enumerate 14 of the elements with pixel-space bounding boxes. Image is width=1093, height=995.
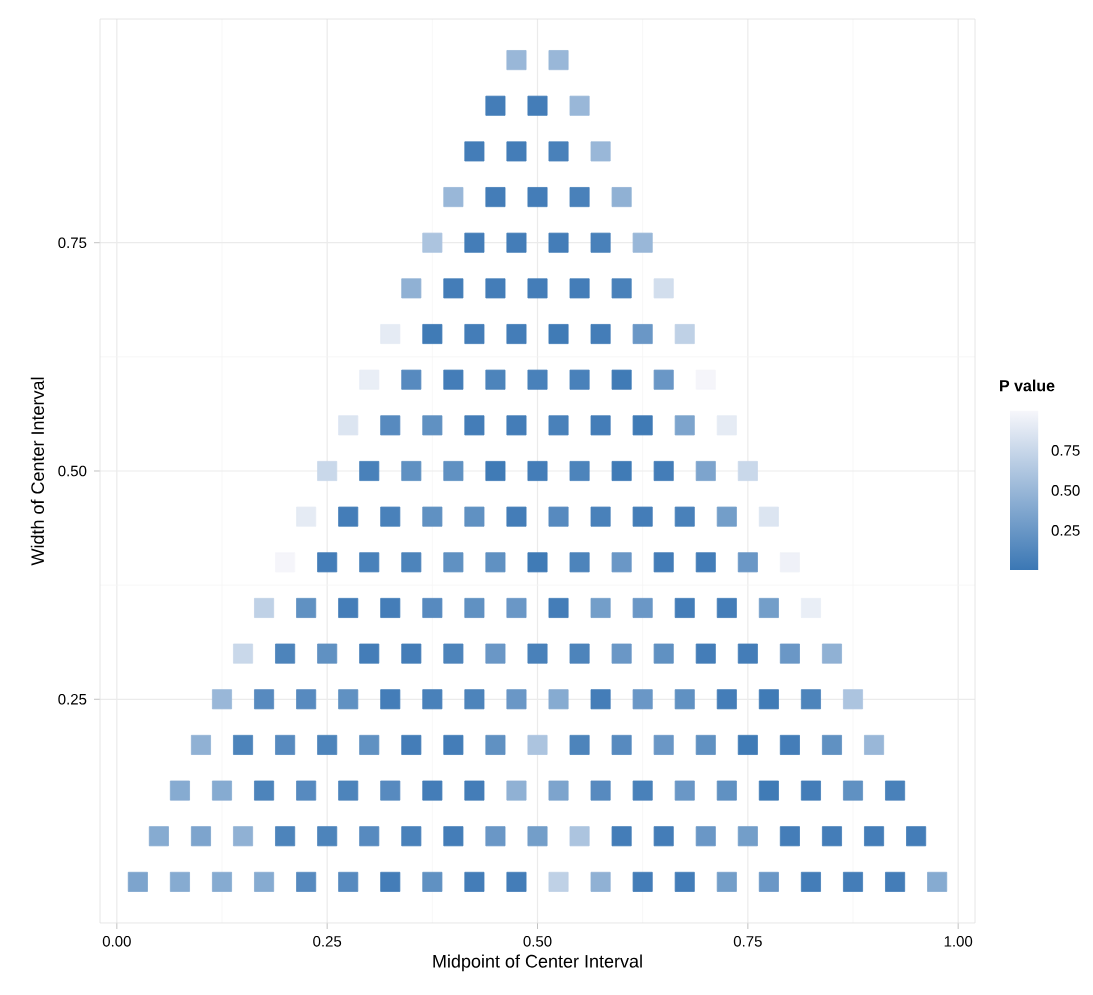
y-tick-label: 0.50 — [58, 465, 87, 477]
x-tick-label: 0.00 — [102, 936, 131, 947]
color-bar-label: 0.75 — [1051, 445, 1080, 456]
color-bar-label: 0.25 — [1051, 525, 1080, 536]
color-bar-label: 0.50 — [1051, 485, 1080, 496]
x-tick-label: 0.75 — [733, 936, 762, 947]
x-tick-label: 0.50 — [523, 936, 552, 947]
x-axis-title: Midpoint of Center Interval — [433, 954, 642, 972]
color-bar-title: P value — [1000, 379, 1055, 392]
y-axis-title: Width of Center Interval — [30, 377, 45, 566]
x-tick-label: 1.00 — [944, 936, 973, 947]
x-tick-label: 0.25 — [313, 936, 342, 947]
y-tick-label: 0.25 — [58, 693, 87, 705]
y-tick-label: 0.75 — [58, 237, 87, 249]
